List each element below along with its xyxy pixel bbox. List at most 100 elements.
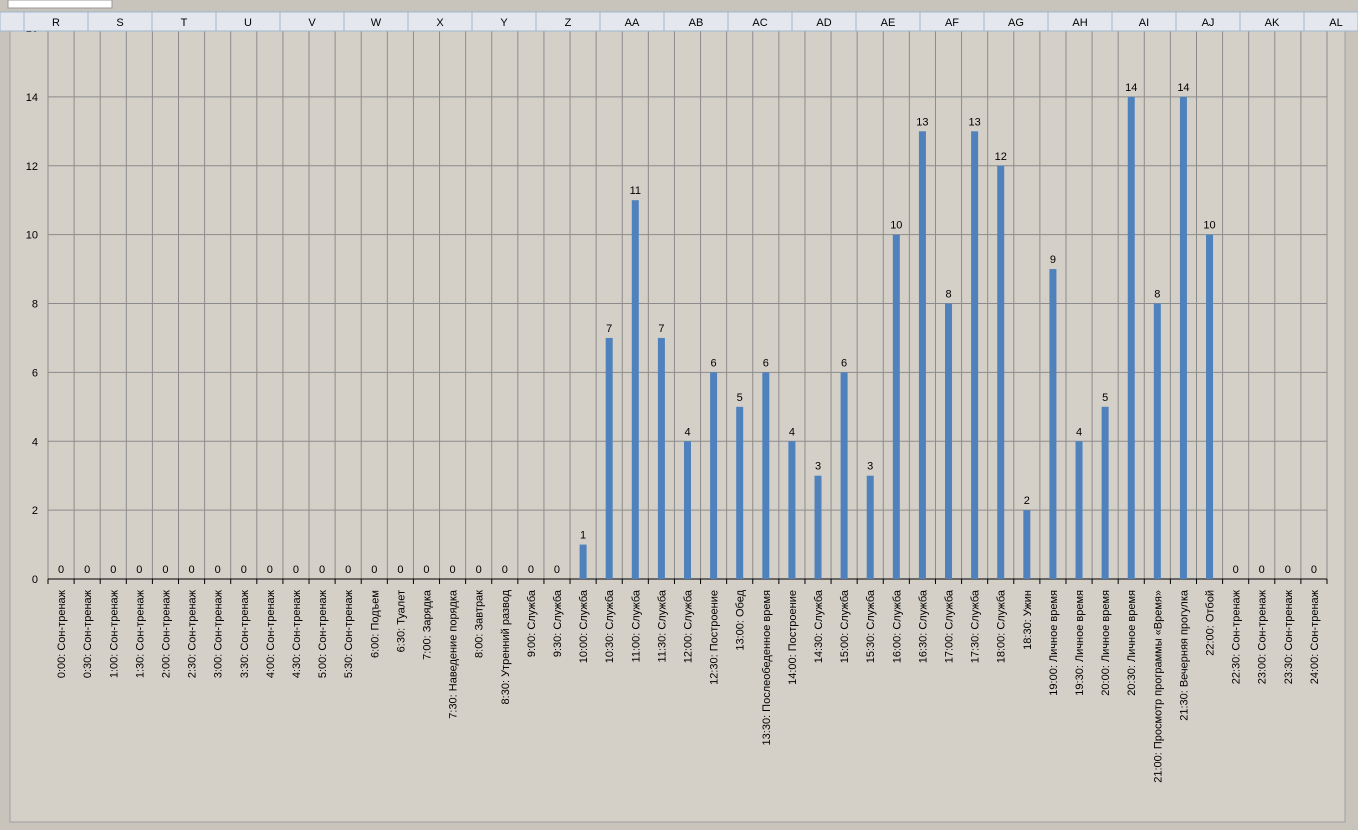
bar (1153, 303, 1161, 579)
x-tick-label: 5:00: Сон-тренаж (317, 589, 329, 678)
data-label: 0 (1285, 564, 1291, 576)
column-label: AD (816, 17, 831, 29)
column-label: T (181, 17, 188, 29)
column-label: AJ (1202, 17, 1215, 29)
data-label: 0 (319, 564, 325, 576)
x-tick-label: 6:30: Туалет (395, 590, 407, 652)
data-label: 0 (1311, 564, 1317, 576)
x-tick-label: 22:30: Сон-тренаж (1231, 589, 1243, 684)
data-label: 0 (502, 564, 508, 576)
x-tick-label: 12:00: Служба (683, 589, 695, 663)
data-label: 0 (1233, 564, 1239, 576)
data-label: 13 (968, 116, 980, 128)
y-tick-label: 14 (26, 92, 38, 104)
data-label: 6 (841, 357, 847, 369)
sheet-tab[interactable] (7, 0, 113, 9)
x-tick-label: 1:30: Сон-тренаж (134, 589, 146, 678)
y-tick-label: 6 (32, 367, 38, 379)
data-label: 4 (1076, 426, 1082, 438)
data-label: 0 (1259, 564, 1265, 576)
x-tick-label: 2:00: Сон-тренаж (160, 589, 172, 678)
column-label: AF (945, 17, 959, 29)
data-label: 11 (630, 185, 641, 197)
bar (1127, 96, 1135, 579)
x-tick-label: 22:00: Отбой (1205, 590, 1217, 656)
x-tick-label: 7:30: Наведение порядка (448, 589, 460, 719)
bar (579, 544, 587, 579)
data-label: 0 (371, 564, 377, 576)
data-label: 4 (789, 426, 795, 438)
data-label: 0 (345, 564, 351, 576)
bar (684, 441, 691, 579)
x-tick-label: 10:30: Служба (604, 589, 616, 663)
y-tick-label: 2 (32, 505, 38, 517)
x-tick-label: 19:30: Личное время (1074, 590, 1086, 696)
column-label: X (436, 17, 444, 29)
x-tick-label: 11:30: Служба (656, 589, 668, 662)
x-tick-label: 11:00: Служба (630, 589, 642, 662)
x-tick-label: 3:30: Сон-тренаж (239, 589, 251, 678)
column-label: Z (565, 17, 572, 29)
x-tick-label: 15:00: Служба (839, 589, 851, 663)
y-tick-label: 4 (32, 436, 38, 448)
x-tick-label: 13:30: Послеобеденное время (761, 590, 773, 745)
bar (1101, 406, 1109, 579)
data-label: 14 (1125, 82, 1137, 94)
x-tick-label: 17:30: Служба (970, 589, 982, 663)
data-label: 10 (890, 220, 902, 232)
bar (997, 165, 1005, 579)
y-tick-label: 0 (32, 574, 38, 586)
x-tick-label: 9:30: Служба (552, 589, 564, 657)
x-tick-label: 7:00: Зарядка (421, 589, 433, 660)
x-tick-label: 10:00: Служба (578, 589, 590, 663)
column-label: Y (500, 17, 508, 29)
x-tick-label: 2:30: Сон-тренаж (187, 589, 199, 678)
bar (631, 200, 639, 579)
data-label: 13 (916, 116, 928, 128)
bar (1179, 96, 1187, 579)
data-label: 5 (737, 392, 743, 404)
x-tick-label: 0:30: Сон-тренаж (82, 589, 94, 678)
x-tick-label: 5:30: Сон-тренаж (343, 589, 355, 678)
data-label: 0 (450, 564, 456, 576)
x-tick-label: 4:00: Сон-тренаж (265, 589, 277, 678)
data-label: 8 (945, 289, 951, 301)
data-label: 0 (162, 564, 168, 576)
bar (605, 337, 613, 579)
x-tick-label: 24:00: Сон-тренаж (1309, 589, 1321, 684)
x-tick-label: 3:00: Сон-тренаж (213, 589, 225, 678)
y-tick-label: 12 (26, 161, 38, 173)
x-tick-label: 23:30: Сон-тренаж (1283, 589, 1295, 684)
y-tick-label: 8 (32, 299, 38, 311)
data-label: 7 (606, 323, 612, 335)
data-label: 3 (815, 461, 821, 473)
data-label: 0 (476, 564, 482, 576)
column-label: V (308, 17, 316, 29)
data-label: 0 (397, 564, 403, 576)
x-tick-label: 4:30: Сон-тренаж (291, 589, 303, 678)
x-tick-label: 21:00: Просмотр программы «Время» (1152, 590, 1164, 783)
data-label: 0 (267, 564, 273, 576)
x-tick-label: 15:30: Служба (865, 589, 877, 663)
data-label: 9 (1050, 254, 1056, 266)
x-tick-label: 16:30: Служба (917, 589, 929, 663)
data-label: 6 (711, 357, 717, 369)
bar (710, 372, 718, 579)
bar (840, 372, 848, 579)
bar (918, 131, 926, 579)
x-tick-label: 6:00: Подъем (369, 590, 381, 658)
data-label: 10 (1203, 220, 1215, 232)
x-tick-label: 18:30: Ужин (1022, 590, 1034, 650)
column-label: AB (689, 17, 704, 29)
data-label: 5 (1102, 392, 1108, 404)
x-tick-label: 1:00: Сон-тренаж (108, 589, 120, 678)
column-label: AG (1008, 17, 1024, 29)
data-label: 0 (188, 564, 194, 576)
data-label: 8 (1154, 289, 1160, 301)
bar (788, 441, 796, 579)
x-tick-label: 9:00: Служба (526, 589, 538, 657)
y-tick-label: 10 (26, 230, 38, 242)
